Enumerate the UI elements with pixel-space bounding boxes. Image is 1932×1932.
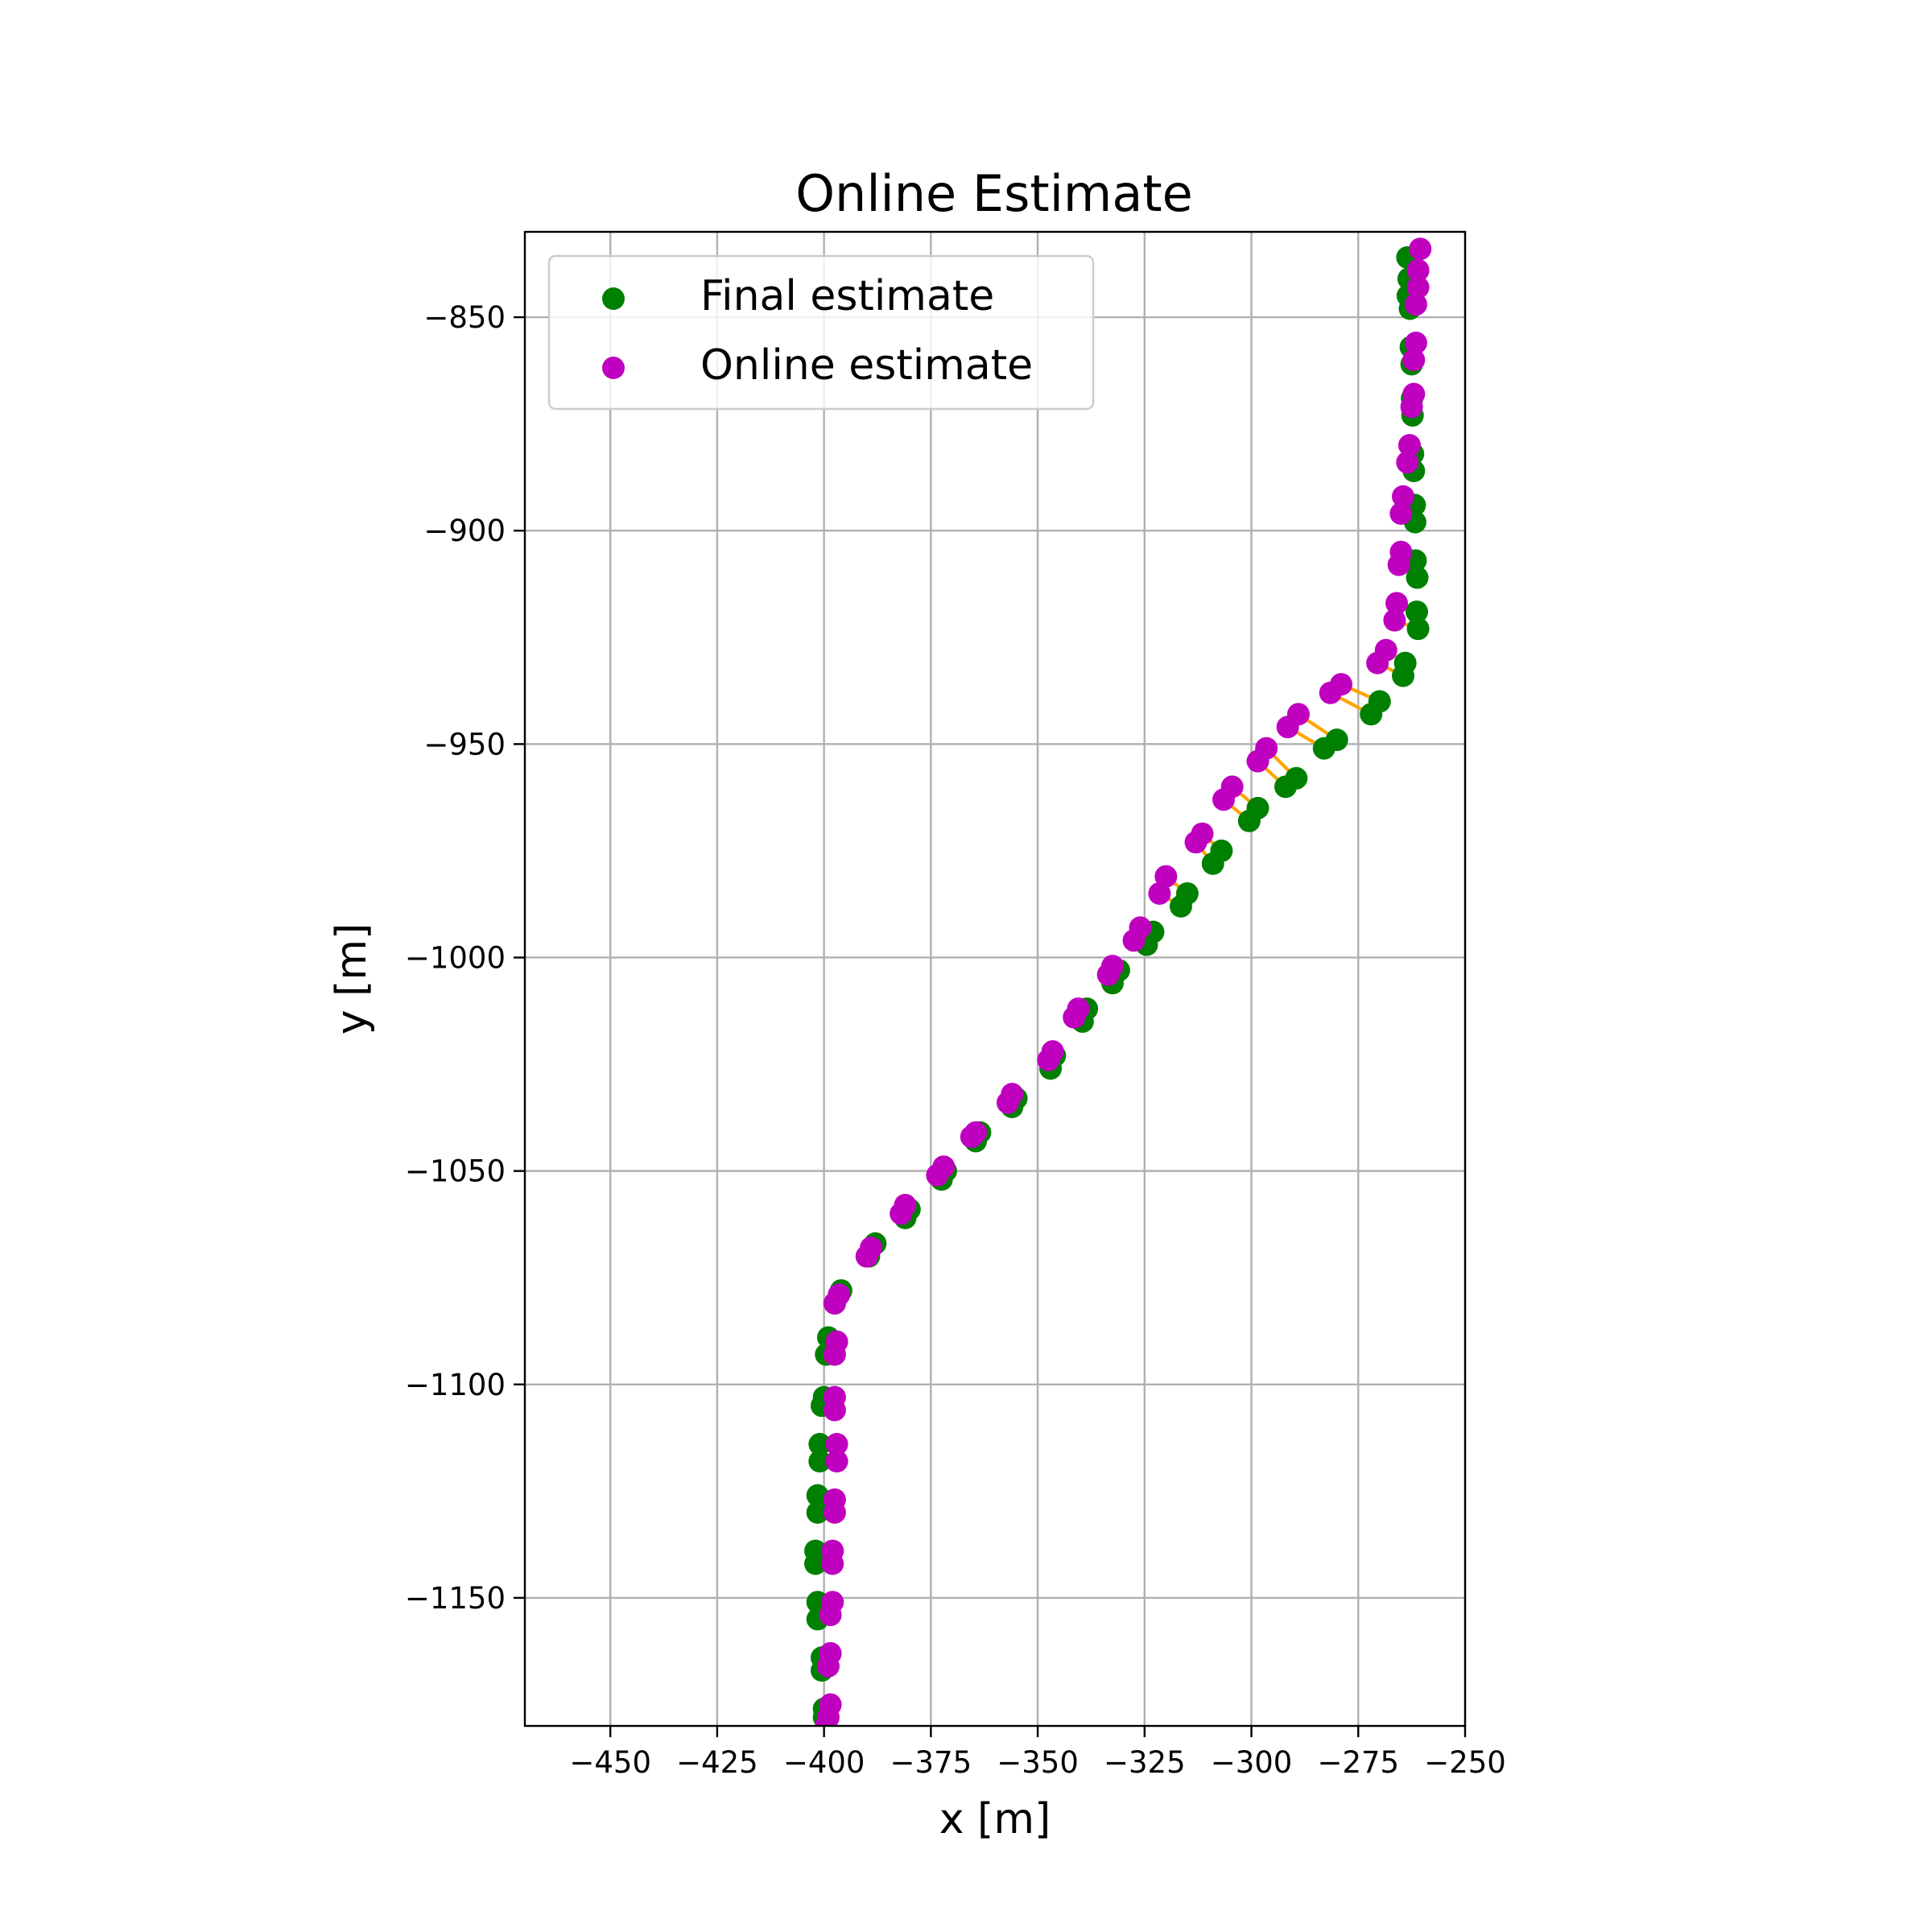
online-estimate-point [1154,865,1178,888]
online-estimate-point [960,1125,983,1149]
online-estimate-point [821,1552,844,1575]
final-estimate-point [808,1433,832,1456]
online-estimate-point [823,1292,846,1315]
y-tick-label: −1150 [405,1581,506,1616]
y-axis-ticks: −850 −900 −950 −1000 −1050 −1100 −1150 [405,300,525,1616]
final-estimate-point [806,1484,829,1507]
y-axis-label: y [m] [328,923,376,1035]
online-estimate-point [1096,963,1120,986]
final-estimate-point [1360,703,1383,726]
online-estimate-point [1402,349,1426,372]
x-tick-label: −375 [890,1745,972,1780]
x-tick-label: −450 [569,1745,651,1780]
online-estimate-point [1406,258,1430,282]
online-estimate-point [1383,609,1406,632]
online-estimate-point [1387,553,1410,576]
final-estimate-point [1312,737,1335,760]
final-estimate-point [806,1501,829,1524]
online-estimate-point [1385,592,1409,615]
y-tick-label: −900 [423,514,506,548]
x-tick-label: −325 [1104,1745,1186,1780]
x-axis-ticks: −450 −425 −400 −375 −350 −325 −300 −275 −250 [569,1726,1506,1780]
online-estimate-point [825,1450,848,1473]
x-tick-label: −425 [676,1745,758,1780]
x-tick-label: −300 [1211,1745,1293,1780]
online-estimate-point [890,1202,913,1225]
online-estimate-point [823,1398,846,1422]
online-estimate-point [1396,451,1419,474]
online-estimate-point [855,1245,878,1268]
online-estimate-point [823,1501,846,1524]
y-tick-label: −850 [423,300,506,335]
legend-marker-online [602,357,625,379]
online-estimate-point [1212,788,1236,811]
online-estimate-points [815,237,1432,1726]
online-estimate-point [1392,485,1415,508]
online-estimate-point [1404,331,1427,354]
plot-area [804,237,1432,1726]
online-estimate-point [1063,1005,1086,1029]
online-estimate-point [996,1091,1019,1114]
y-tick-label: −950 [423,727,506,762]
online-estimate-point [1389,502,1413,525]
final-estimate-point [1237,809,1261,832]
y-tick-label: −1000 [405,940,506,975]
final-estimate-point [1169,894,1192,918]
online-estimate-point [1319,681,1342,704]
online-estimate-point [825,1433,848,1456]
final-estimate-point [1201,852,1224,875]
online-estimate-point [819,1604,842,1627]
final-estimate-point [1274,775,1298,799]
legend-frame [547,254,1095,411]
online-estimate-point [1397,434,1421,457]
online-estimate-point [1037,1048,1060,1071]
online-estimate-point [1406,275,1430,299]
online-estimate-point [1400,395,1423,419]
online-estimate-point [1276,716,1299,739]
x-tick-label: −350 [997,1745,1079,1780]
x-tick-label: −400 [783,1745,865,1780]
online-estimate-point [815,1715,838,1726]
x-tick-label: −250 [1424,1745,1506,1780]
online-estimate-point [816,1654,840,1678]
legend-marker-final [602,287,625,310]
final-estimate-point [804,1552,828,1575]
online-estimate-point [1404,293,1427,316]
legend-label-online: Online estimate [700,341,1033,390]
online-estimate-point [1148,881,1171,905]
legend-label-final: Final estimate [700,272,994,320]
y-tick-label: −1050 [405,1154,506,1189]
final-estimate-point [1392,664,1415,687]
online-estimate-point [1184,831,1208,854]
online-estimate-point [1246,749,1269,773]
legend: Final estimate Online estimate [547,254,1095,411]
x-tick-label: −275 [1317,1745,1399,1780]
online-estimate-point [1366,651,1389,675]
online-estimate-point [1122,929,1146,952]
x-axis-label: x [m] [939,1795,1051,1843]
final-estimate-point [1406,566,1429,589]
plot-frame [523,230,1467,1728]
online-estimate-point [926,1163,949,1187]
final-estimate-point [808,1450,832,1473]
chart-title: Online Estimate [795,164,1193,223]
online-estimate-point [823,1343,846,1366]
final-estimate-point [1406,617,1430,641]
y-tick-label: −1100 [405,1368,506,1402]
online-estimate-point [1409,237,1432,261]
final-estimate-point [1406,600,1429,623]
